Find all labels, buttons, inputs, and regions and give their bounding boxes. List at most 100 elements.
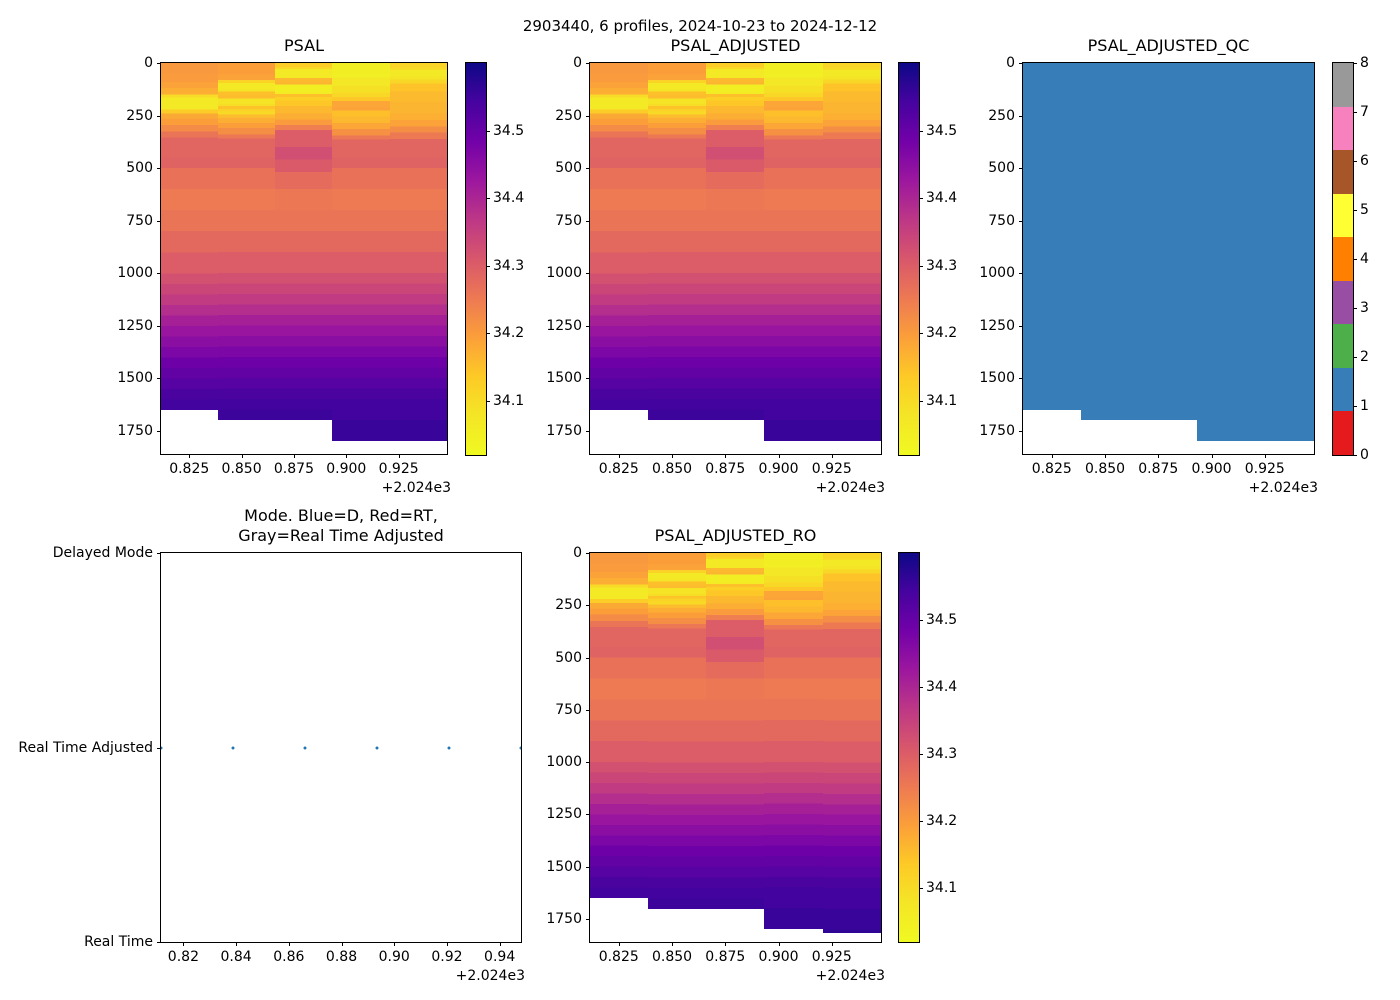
heatmap-column — [389, 63, 447, 442]
colorbar-tick-label: 2 — [1360, 349, 1369, 365]
y-tick — [586, 168, 590, 170]
x-tick-label: 0.925 — [1244, 461, 1285, 477]
colorbar-tick — [919, 754, 923, 756]
x-tick-label: 0.825 — [1031, 461, 1072, 477]
heatmap-column — [1197, 63, 1257, 442]
x-tick-label: 0.875 — [1138, 461, 1179, 477]
colorbar-tick — [919, 888, 923, 890]
y-tick — [586, 657, 590, 659]
y-tick — [157, 747, 161, 749]
x-axis-offset-label: +2.024e3 — [381, 480, 451, 496]
x-tick-label: 0.850 — [221, 461, 262, 477]
y-tick — [586, 866, 590, 868]
colorbar-tick — [1353, 308, 1357, 309]
x-tick-label: 0.92 — [431, 949, 463, 965]
colorbar-tick-label: 34.5 — [926, 612, 958, 629]
colorbar-tick — [919, 265, 923, 267]
y-tick — [586, 63, 590, 64]
psal-adjusted-qc-heatmap-panel: PSAL_ADJUSTED_QC 0.825 0.850 0.875 0.900 0.9… — [979, 36, 1318, 496]
x-tick-label: 0.875 — [273, 461, 314, 477]
colorbar-tick — [1353, 406, 1357, 407]
qc-colorbar-segment — [1333, 193, 1353, 238]
colorbar-tick — [919, 130, 923, 132]
colorbar-tick-label: 0 — [1360, 447, 1369, 463]
x-tick — [446, 942, 448, 946]
y-tick — [586, 115, 590, 117]
y-tick-label: 1750 — [546, 422, 582, 439]
qc-colorbar-segment — [1333, 150, 1353, 194]
ro-colorbar: 34.1 34.2 34.3 34.4 34.5 — [898, 552, 957, 943]
y-tick-label: 250 — [555, 597, 582, 614]
y-tick — [1019, 220, 1023, 222]
y-tick-label: 1000 — [979, 265, 1015, 282]
colorbar-tick-label: 34.2 — [493, 325, 525, 342]
y-tick — [157, 115, 161, 117]
heatmap-column — [764, 553, 824, 930]
x-axis-offset-label: +2.024e3 — [1248, 480, 1318, 496]
heatmap-column — [706, 63, 765, 421]
colorbar-tick-label: 34.3 — [493, 257, 525, 274]
colorbar-tick — [1353, 455, 1357, 456]
qc-colorbar: 0 1 2 3 4 5 6 7 8 — [1332, 55, 1369, 463]
mode-title-line1: Mode. Blue=D, Red=RT, — [244, 506, 438, 525]
x-tick-label: 0.850 — [651, 461, 693, 477]
x-tick-label: 0.900 — [1191, 461, 1232, 477]
x-tick — [618, 942, 620, 946]
colorbar-tick — [919, 400, 923, 402]
x-tick-label: 0.90 — [378, 949, 410, 965]
qc-colorbar-segment — [1333, 367, 1353, 412]
x-tick — [189, 454, 191, 458]
y-tick-label: 1250 — [546, 317, 582, 334]
psal-adjusted-heatmap-panel: PSAL_ADJUSTED 0.825 0.850 0.875 0.900 0.925 +… — [546, 36, 885, 496]
heatmap-column — [648, 553, 707, 909]
x-tick — [672, 942, 674, 946]
y-tick — [586, 378, 590, 380]
x-tick — [394, 942, 396, 946]
y-tick — [157, 273, 161, 275]
figure-title: 2903440, 6 profiles, 2024-10-23 to 2024-… — [522, 17, 878, 35]
colorbar-tick-label: 34.3 — [926, 746, 958, 763]
y-tick — [157, 430, 161, 432]
colorbar-tick-label: 34.4 — [493, 190, 525, 207]
colorbar-tick-label: 34.4 — [926, 190, 958, 207]
y-tick — [586, 762, 590, 764]
psal-adjusted-ro-heatmap-panel: PSAL_ADJUSTED_RO 0.825 0.850 0.875 0.900 0.9… — [546, 526, 885, 984]
y-tick-label: 250 — [126, 107, 153, 124]
mode-title-line2: Gray=Real Time Adjusted — [238, 526, 444, 545]
y-tick-label: 0 — [573, 55, 582, 71]
y-category-label: Delayed Mode — [52, 545, 153, 561]
colorbar-tick-label: 34.4 — [926, 679, 958, 696]
x-tick — [1211, 454, 1213, 458]
colorbar-tick-label: 34.1 — [926, 880, 958, 897]
x-tick — [346, 454, 348, 458]
y-tick — [586, 553, 590, 554]
x-tick — [725, 942, 727, 946]
x-axis-offset-label: +2.024e3 — [815, 480, 885, 496]
colorbar-tick — [919, 198, 923, 200]
x-tick — [831, 454, 833, 458]
y-tick — [1019, 115, 1023, 117]
y-tick-label: 0 — [1006, 55, 1015, 71]
mode-data-point — [447, 746, 451, 749]
colorbar-tick-label: 8 — [1360, 55, 1369, 71]
x-tick — [499, 942, 501, 946]
y-tick-label: 500 — [555, 160, 582, 177]
y-tick — [1019, 430, 1023, 432]
colorbar-tick — [1353, 161, 1357, 162]
x-tick — [672, 454, 674, 458]
mode-title: Mode. Blue=D, Red=RT, Gray=Real Time Adj… — [121, 506, 561, 546]
x-tick-label: 0.84 — [220, 949, 252, 965]
heatmap-column — [1139, 63, 1198, 421]
heatmap-column — [822, 553, 881, 933]
psal-adjusted-qc-title: PSAL_ADJUSTED_QC — [1087, 36, 1250, 55]
x-tick — [288, 942, 290, 946]
y-tick-label: 0 — [573, 545, 582, 561]
colorbar-tick — [486, 265, 490, 267]
psal-adjusted-ro-plot-area — [590, 553, 881, 942]
y-tick — [1019, 168, 1023, 170]
y-tick — [586, 273, 590, 275]
colorbar-tick-label: 4 — [1360, 251, 1369, 267]
y-tick-label: 1250 — [546, 806, 582, 823]
colorbar-tick — [1353, 357, 1357, 358]
x-axis-offset-label: +2.024e3 — [815, 968, 885, 984]
